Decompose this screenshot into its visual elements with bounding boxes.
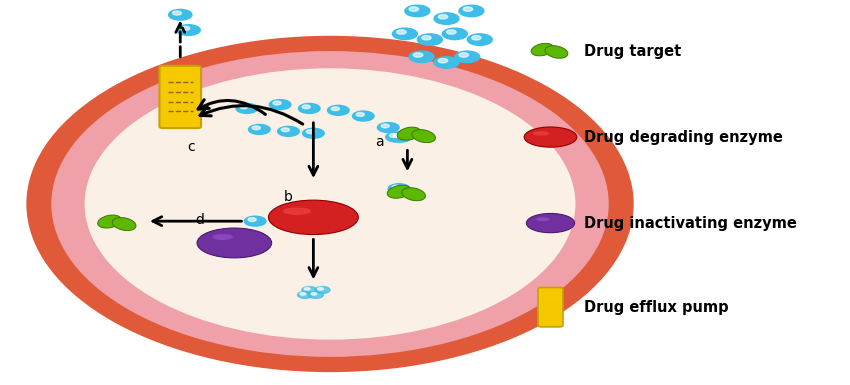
Circle shape [388, 184, 410, 194]
Circle shape [304, 288, 310, 290]
Text: Drug efflux pump: Drug efflux pump [584, 300, 728, 315]
Circle shape [446, 30, 456, 34]
Ellipse shape [411, 130, 435, 142]
Circle shape [181, 26, 190, 30]
Ellipse shape [283, 208, 311, 215]
Circle shape [252, 126, 260, 130]
Circle shape [236, 104, 258, 113]
Circle shape [309, 291, 323, 298]
Circle shape [463, 7, 473, 11]
Circle shape [278, 126, 299, 136]
Text: c: c [187, 141, 195, 154]
Circle shape [434, 13, 459, 24]
Circle shape [422, 35, 431, 40]
Circle shape [244, 216, 266, 226]
Circle shape [397, 30, 406, 34]
Ellipse shape [524, 127, 577, 147]
Circle shape [393, 28, 417, 40]
Circle shape [173, 11, 181, 15]
Circle shape [168, 9, 192, 20]
Circle shape [311, 293, 316, 295]
Text: d: d [195, 213, 204, 227]
Circle shape [269, 100, 291, 110]
Circle shape [306, 130, 314, 134]
Ellipse shape [197, 228, 272, 258]
Circle shape [472, 35, 481, 40]
Ellipse shape [98, 215, 122, 228]
Circle shape [248, 124, 270, 134]
Circle shape [386, 132, 407, 142]
FancyBboxPatch shape [538, 288, 563, 327]
Ellipse shape [532, 131, 549, 136]
Circle shape [394, 134, 402, 137]
Circle shape [417, 34, 442, 45]
Text: Drug inactivating enzyme: Drug inactivating enzyme [584, 216, 796, 231]
Circle shape [392, 185, 400, 189]
Circle shape [327, 105, 349, 115]
Circle shape [273, 101, 281, 105]
Ellipse shape [212, 234, 233, 240]
FancyArrowPatch shape [198, 100, 265, 114]
Circle shape [177, 25, 201, 35]
Ellipse shape [26, 36, 634, 372]
Circle shape [442, 28, 468, 40]
Circle shape [459, 53, 468, 57]
Circle shape [439, 15, 448, 19]
Text: Drug degrading enzyme: Drug degrading enzyme [584, 130, 783, 145]
Circle shape [315, 286, 330, 293]
Ellipse shape [51, 51, 609, 357]
Ellipse shape [545, 46, 568, 58]
Circle shape [439, 59, 448, 63]
Ellipse shape [388, 185, 411, 198]
Circle shape [434, 57, 459, 68]
Circle shape [303, 128, 324, 138]
Circle shape [405, 5, 430, 17]
Ellipse shape [536, 217, 550, 221]
Circle shape [389, 134, 398, 137]
Circle shape [381, 124, 389, 128]
Text: Drug target: Drug target [584, 44, 681, 59]
Text: b: b [284, 190, 293, 204]
Ellipse shape [112, 218, 136, 231]
Circle shape [377, 122, 399, 132]
Circle shape [240, 105, 248, 109]
Circle shape [318, 288, 323, 290]
Circle shape [302, 286, 317, 293]
Ellipse shape [397, 127, 421, 140]
Circle shape [413, 53, 422, 57]
Circle shape [332, 107, 339, 110]
FancyBboxPatch shape [160, 66, 201, 128]
Ellipse shape [269, 200, 359, 234]
Circle shape [281, 128, 290, 132]
Text: a: a [376, 135, 384, 149]
Circle shape [409, 7, 418, 11]
Circle shape [455, 51, 479, 62]
Circle shape [356, 112, 365, 116]
Circle shape [353, 111, 374, 121]
Circle shape [248, 218, 256, 221]
Circle shape [302, 105, 310, 109]
FancyArrowPatch shape [200, 105, 303, 124]
Circle shape [298, 291, 313, 298]
Ellipse shape [526, 213, 575, 233]
Circle shape [459, 5, 484, 17]
Circle shape [298, 104, 320, 113]
Ellipse shape [85, 68, 575, 340]
Ellipse shape [402, 188, 426, 201]
Circle shape [390, 132, 411, 142]
Circle shape [300, 293, 306, 295]
Ellipse shape [531, 44, 554, 56]
Circle shape [468, 34, 492, 45]
Circle shape [409, 51, 434, 62]
